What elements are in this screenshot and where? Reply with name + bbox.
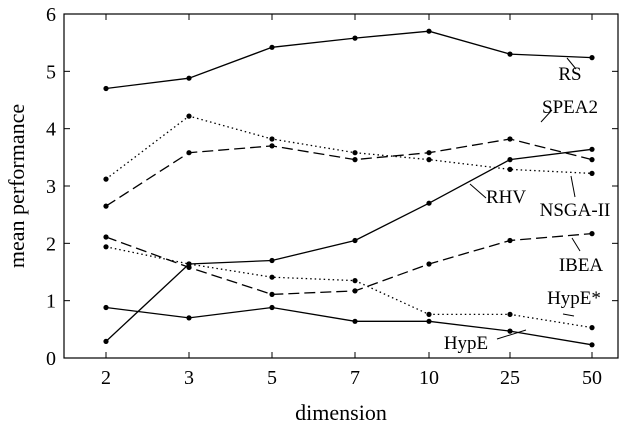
data-point: [269, 274, 275, 280]
series-hype: [103, 244, 595, 331]
data-point: [103, 85, 109, 92]
data-point: [426, 157, 432, 163]
x-axis-title: dimension: [295, 400, 387, 425]
data-point: [507, 328, 513, 334]
data-point: [103, 203, 109, 209]
data-point: [186, 150, 192, 156]
data-point: [352, 318, 358, 324]
series-line-ibea: [105, 232, 593, 296]
series-line-nsga-ii: [105, 115, 593, 180]
data-point: [507, 136, 513, 142]
y-tick-label: 4: [46, 119, 56, 141]
data-point: [186, 113, 192, 119]
data-point: [426, 28, 432, 34]
data-point: [426, 318, 432, 324]
data-point: [103, 244, 109, 250]
data-point: [507, 166, 513, 172]
x-tick-label: 3: [184, 367, 194, 389]
data-point: [352, 237, 358, 244]
y-tick-label: 5: [46, 61, 56, 83]
data-point: [103, 338, 109, 344]
data-point: [269, 304, 275, 311]
series-line-hype: [105, 246, 593, 329]
label-leader: [562, 313, 575, 317]
data-point: [589, 342, 595, 348]
data-point: [352, 157, 358, 163]
series-hype: [103, 304, 595, 348]
axis-ticks: 2 3 5 7 10 25 50 0 1 2 3 4 5 6: [46, 4, 618, 389]
series-label: IBEA: [559, 255, 604, 276]
x-tick-label: 5: [267, 367, 277, 389]
data-point: [352, 278, 358, 284]
series-label: RHV: [486, 187, 526, 208]
data-point: [426, 150, 432, 156]
series-nsga-ii: [103, 113, 595, 182]
series-label: RS: [558, 64, 581, 85]
data-point: [352, 35, 358, 41]
data-point: [589, 325, 595, 331]
series-label: SPEA2: [542, 97, 598, 118]
label-leader: [571, 237, 581, 252]
data-point: [426, 311, 432, 317]
data-point: [352, 150, 358, 156]
label-leader: [570, 175, 576, 198]
y-tick-label: 1: [46, 291, 56, 313]
series-line-hype: [105, 306, 593, 346]
data-point: [589, 55, 595, 61]
data-point: [426, 200, 432, 206]
series-label: HypE*: [547, 288, 601, 309]
data-point: [589, 157, 595, 163]
label-leader: [496, 329, 527, 340]
series-spea2: [103, 136, 595, 209]
data-point: [589, 231, 595, 237]
data-point: [426, 261, 432, 267]
data-point: [103, 234, 109, 240]
label-leader: [469, 183, 487, 199]
x-tick-label: 10: [419, 367, 439, 389]
data-point: [352, 288, 358, 294]
x-tick-label: 50: [582, 367, 602, 389]
y-axis-title: mean performance: [4, 104, 29, 268]
series-label: NSGA-II: [540, 200, 611, 221]
series-line-rhv: [105, 148, 593, 342]
data-point: [103, 176, 109, 182]
series-labels: RS SPEA2 NSGA-II RHV IBEA HypE* HypE: [444, 57, 611, 354]
data-point: [269, 44, 275, 50]
x-tick-label: 7: [350, 367, 360, 389]
y-tick-label: 2: [46, 233, 56, 255]
series-layer: [103, 28, 595, 348]
data-point: [507, 237, 513, 244]
data-point: [589, 170, 595, 176]
data-point: [507, 157, 513, 163]
series-rs: [103, 28, 595, 92]
x-tick-label: 2: [101, 367, 111, 389]
label-leader: [566, 57, 577, 70]
data-point: [269, 136, 275, 142]
data-point: [507, 311, 513, 317]
data-point: [269, 143, 275, 149]
data-point: [186, 75, 192, 81]
data-point: [269, 291, 275, 297]
data-point: [186, 315, 192, 321]
plot-frame: [63, 13, 619, 359]
y-tick-label: 0: [46, 348, 56, 370]
y-tick-label: 6: [46, 4, 56, 26]
data-point: [589, 146, 595, 152]
series-rhv: [103, 146, 595, 344]
x-tick-label: 25: [500, 367, 520, 389]
y-tick-label: 3: [46, 176, 56, 198]
label-leader: [540, 109, 553, 123]
data-point: [103, 304, 109, 311]
series-line-rs: [105, 30, 593, 90]
series-label: HypE: [444, 333, 488, 354]
data-point: [269, 257, 275, 264]
data-point: [186, 261, 192, 267]
series-ibea: [103, 231, 595, 297]
data-point: [507, 51, 513, 57]
